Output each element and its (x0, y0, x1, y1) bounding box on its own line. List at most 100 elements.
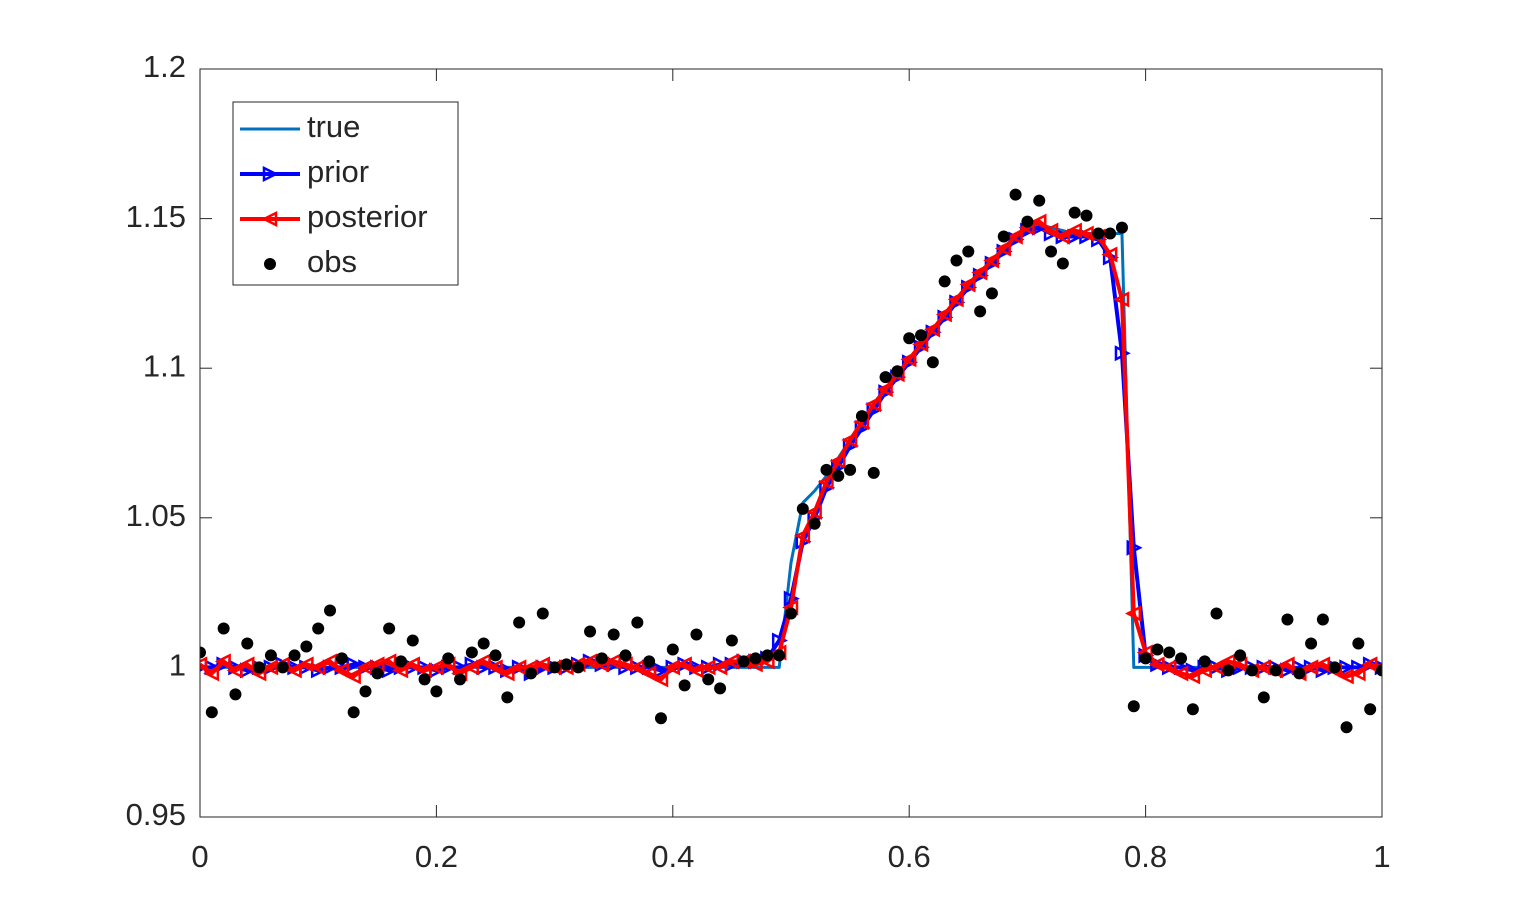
obs-point (477, 637, 490, 650)
marker (1160, 659, 1177, 676)
marker (581, 653, 598, 670)
marker (864, 396, 881, 413)
obs-point (430, 685, 443, 698)
legend-marker (262, 165, 279, 183)
obs-point (1163, 646, 1176, 659)
marker (498, 665, 515, 682)
obs-point (855, 410, 868, 423)
obs-point (820, 463, 833, 476)
obs-point (1364, 703, 1377, 716)
obs-point (985, 287, 998, 300)
marker (1030, 213, 1047, 230)
obs-point (241, 637, 254, 650)
obs-point (1210, 607, 1223, 620)
marker (1314, 656, 1331, 673)
series-3 (200, 188, 1382, 734)
obs-point (383, 622, 396, 635)
marker (1302, 659, 1319, 676)
obs-point (217, 622, 230, 635)
marker (971, 264, 988, 281)
obs-point (1222, 664, 1235, 677)
marker (1361, 656, 1378, 673)
legend-marker (264, 258, 276, 270)
obs-point (1257, 691, 1270, 704)
y-tick-label: 0.95 (126, 797, 186, 832)
marker (1172, 665, 1189, 682)
obs-point (749, 652, 762, 665)
obs-point (1056, 257, 1069, 270)
obs-point (1293, 667, 1306, 680)
marker (935, 306, 952, 323)
marker (628, 659, 645, 676)
obs-point (974, 305, 987, 318)
marker (1126, 539, 1143, 556)
obs-point (962, 245, 975, 258)
obs-point (1021, 215, 1034, 228)
obs-point (1092, 227, 1105, 240)
marker (900, 351, 917, 368)
obs-point (926, 356, 939, 369)
obs-point (1009, 188, 1022, 201)
y-tick-label: 1.15 (126, 199, 186, 234)
obs-point (513, 616, 526, 629)
marker (959, 276, 976, 293)
marker (321, 653, 338, 670)
marker (344, 668, 361, 685)
obs-point (1234, 649, 1247, 662)
obs-point (1376, 664, 1382, 677)
marker (1113, 291, 1130, 308)
marker (805, 503, 822, 520)
obs-point (359, 685, 372, 698)
obs-point (702, 673, 715, 686)
legend-label: obs (307, 244, 357, 279)
obs-point (418, 673, 431, 686)
marker (203, 665, 220, 682)
obs-point (1186, 703, 1199, 716)
marker (1124, 605, 1142, 622)
obs-point (1245, 664, 1258, 677)
marker (486, 659, 503, 676)
marker (794, 527, 811, 544)
obs-point (808, 517, 821, 530)
y-tick-label: 1.2 (143, 49, 186, 84)
obs-point (654, 712, 667, 725)
obs-point (200, 646, 206, 659)
marker (1207, 659, 1224, 676)
x-tick-label: 0.4 (651, 839, 694, 874)
legend: true prior posterior obs (232, 101, 459, 286)
obs-point (1080, 209, 1093, 222)
obs-point (903, 332, 916, 345)
obs-point (773, 649, 786, 662)
marker (1337, 668, 1354, 685)
obs-point (229, 688, 242, 701)
marker (711, 659, 728, 676)
obs-point (678, 679, 691, 692)
obs-point (737, 655, 750, 668)
obs-point (832, 469, 845, 482)
marker (604, 653, 621, 670)
obs-point (312, 622, 325, 635)
marker (474, 653, 491, 670)
obs-point (1340, 721, 1353, 734)
obs-point (335, 652, 348, 665)
marker (1148, 656, 1165, 673)
obs-point (690, 628, 703, 641)
marker (1054, 228, 1071, 245)
obs-point (1175, 652, 1188, 665)
y-tick-label: 1.1 (143, 348, 186, 383)
obs-point (1127, 700, 1140, 713)
obs-point (1045, 245, 1058, 258)
marker (817, 473, 834, 490)
marker (297, 656, 314, 673)
y-tick-label: 1 (169, 648, 186, 683)
obs-point (619, 649, 632, 662)
marker (841, 431, 858, 449)
marker (652, 671, 669, 688)
obs-point (1115, 221, 1128, 234)
x-tick-label: 0.6 (888, 839, 931, 874)
obs-point (1068, 206, 1081, 219)
marker (238, 656, 255, 673)
obs-point (997, 230, 1010, 243)
